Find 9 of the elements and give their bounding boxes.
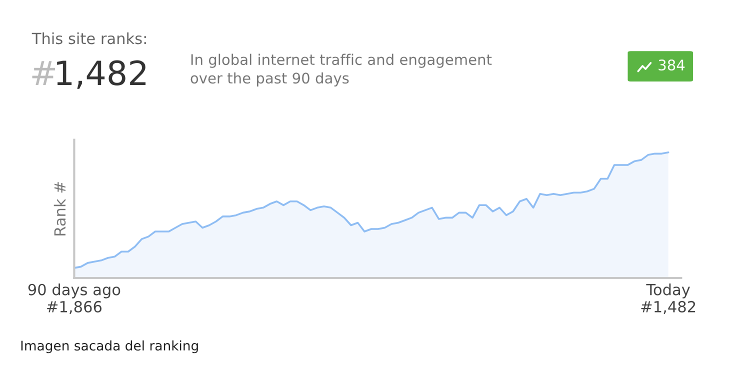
text: In global internet traffic and engagement over the past 90 days — [190, 54, 492, 86]
text: 1,482 — [57, 60, 146, 89]
text: Imagen sacada del ranking — [21, 340, 198, 354]
x-tick-label: 90 days ago #1,866 — [28, 284, 120, 314]
text: This site ranks: — [32, 32, 146, 44]
x-tick-label: Today #1,482 — [641, 284, 696, 314]
text: # — [32, 61, 56, 85]
y-axis-title: Rank # — [54, 182, 66, 236]
text: 384 — [658, 60, 685, 71]
